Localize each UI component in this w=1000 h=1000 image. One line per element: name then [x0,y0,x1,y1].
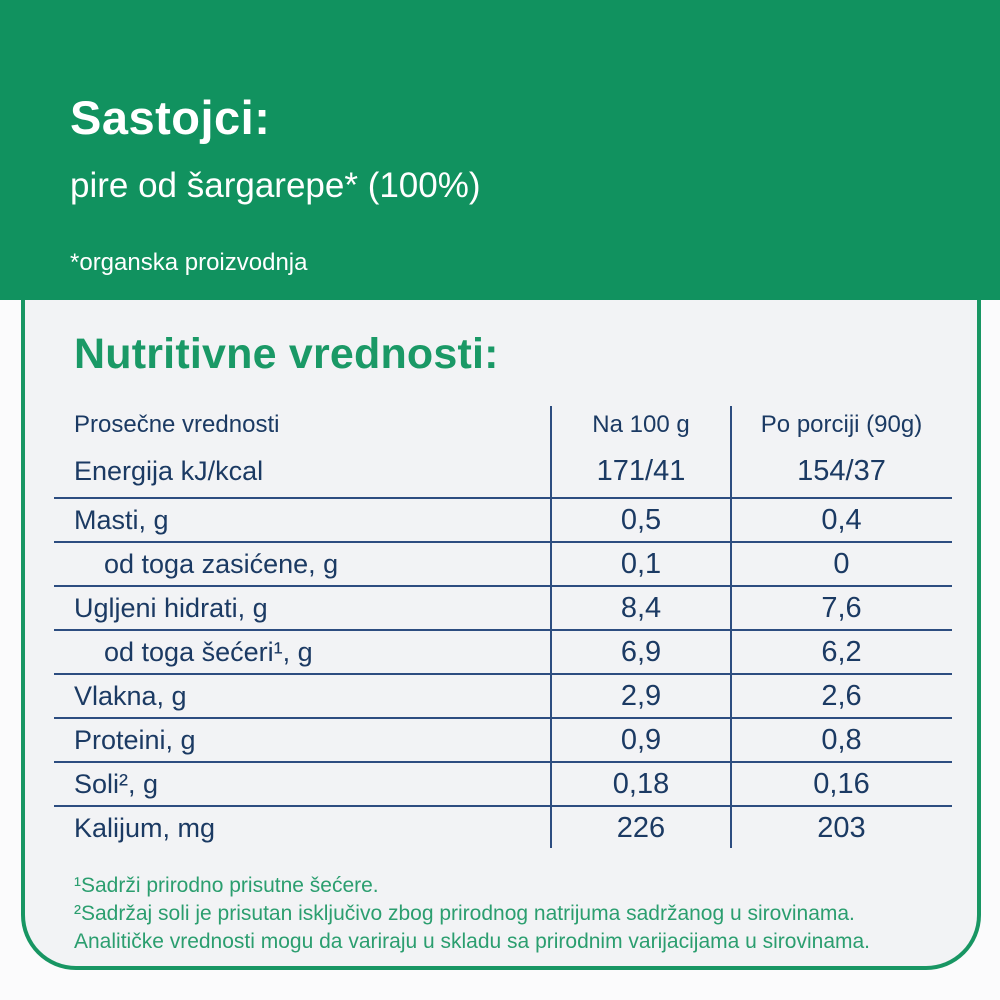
row-label: Ugljeni hidrati, g [74,592,268,623]
row-value-portion: 0 [833,547,850,580]
nutrition-heading: Nutritivne vrednosti: [74,330,499,378]
row-value-per100g: 171/41 [596,454,686,487]
table-row-energy: Energija kJ/kcal 171/41 154/37 [54,445,952,497]
row-value-portion: 154/37 [797,454,886,487]
row-label: Masti, g [74,504,169,535]
row-value-portion: 203 [817,812,866,844]
table-row-sugars: od toga šećeri¹, g 6,9 6,2 [54,629,952,673]
row-label: Kalijum, mg [74,813,216,843]
row-value-portion: 7,6 [821,591,862,624]
row-value-per100g: 226 [616,812,666,844]
table-row-fiber: Vlakna, g 2,9 2,6 [54,673,952,717]
row-label: Energija kJ/kcal [74,455,264,486]
table-row-carbohydrates: Ugljeni hidrati, g 8,4 7,6 [54,585,952,629]
organic-note: *organska proizvodnja [70,249,308,276]
row-value-portion: 0,16 [813,767,870,800]
footnote-variation: Analitičke vrednosti mogu da variraju u … [74,930,871,953]
column-divider-2 [730,406,732,848]
row-value-per100g: 0,9 [620,723,662,756]
column-header-per100g: Na 100 g [592,410,690,438]
table-header-row: Prosečne vrednosti Na 100 g Po porciji (… [54,404,952,445]
ingredients-title: Sastojci: [70,91,271,144]
row-value-portion: 6,2 [821,635,862,668]
table-row-protein: Proteini, g 0,9 0,8 [54,717,952,761]
ingredients-text: pire od šargarepe* (100%) [70,166,481,205]
footnote-sugars: ¹Sadrži prirodno prisutne šećere. [74,874,379,897]
row-value-per100g: 8,4 [620,591,662,624]
table-row-salt: Soli², g 0,18 0,16 [54,761,952,805]
row-label: Vlakna, g [74,680,187,711]
column-header-portion: Po porciji (90g) [760,410,923,438]
footnote-salt: ²Sadržaj soli je prisutan isključivo zbo… [74,902,855,925]
row-value-portion: 2,6 [821,679,862,712]
row-label: Soli², g [74,768,159,799]
table-row-potassium: Kalijum, mg 226 203 [54,805,952,850]
column-divider-1 [550,406,552,848]
row-value-per100g: 0,5 [620,503,662,536]
table-row-fat: Masti, g 0,5 0,4 [54,497,952,541]
ingredients-banner: Sastojci: pire od šargarepe* (100%) *org… [0,0,1000,300]
row-value-portion: 0,4 [821,503,862,536]
nutrition-panel: Nutritivne vrednosti: Prosečne vrednosti… [21,300,981,970]
table-row-saturated-fat: od toga zasićene, g 0,1 0 [54,541,952,585]
row-label: Proteini, g [74,724,196,755]
nutrition-table: Prosečne vrednosti Na 100 g Po porciji (… [54,404,952,850]
row-value-portion: 0,8 [821,723,862,756]
row-label: od toga zasićene, g [104,548,339,579]
footnotes: ¹Sadrži prirodno prisutne šećere. ²Sadrž… [74,872,954,956]
row-value-per100g: 0,1 [620,547,662,580]
row-value-per100g: 2,9 [620,679,662,712]
row-value-per100g: 0,18 [612,767,670,800]
column-header-average: Prosečne vrednosti [74,410,280,438]
row-value-per100g: 6,9 [620,635,662,668]
row-label: od toga šećeri¹, g [104,636,313,667]
